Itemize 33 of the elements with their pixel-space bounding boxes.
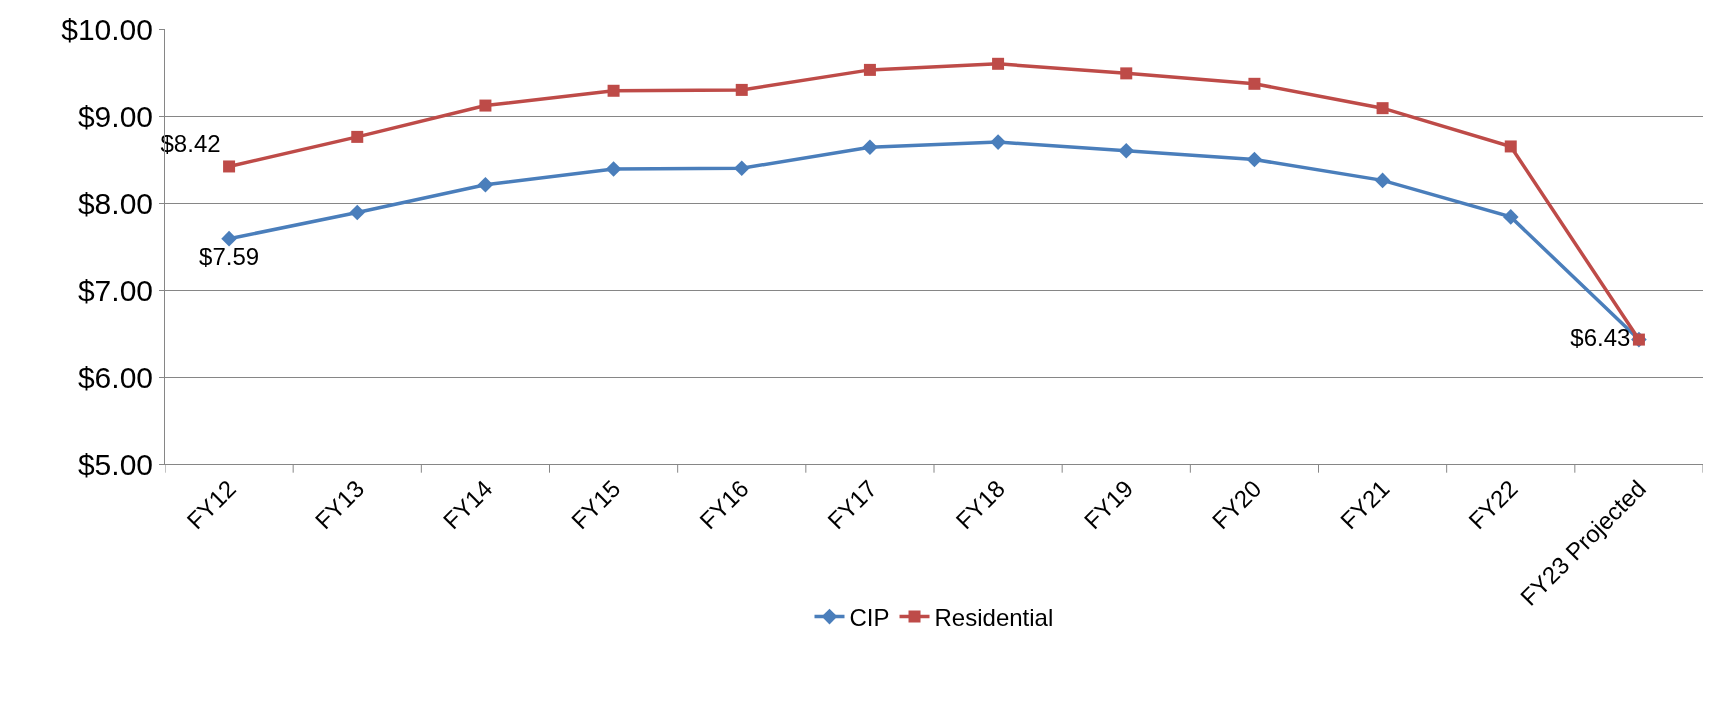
point [992, 57, 1005, 70]
y-tick-label: $5.00 [77, 447, 153, 481]
point [1504, 140, 1517, 153]
point [1502, 209, 1519, 225]
point [607, 84, 620, 97]
point [1120, 67, 1133, 80]
legend-label: CIP [849, 603, 890, 631]
point [862, 139, 878, 156]
point [1118, 143, 1135, 159]
point [1248, 77, 1261, 90]
point [863, 63, 876, 76]
y-tick-label: $9.00 [77, 99, 153, 133]
point [351, 130, 364, 143]
point [349, 204, 366, 221]
data-label: $7.59 [199, 243, 260, 271]
y-tick-label: $6.00 [77, 360, 153, 394]
y-tick-label: $7.00 [77, 273, 153, 307]
point [477, 176, 494, 193]
point [223, 160, 236, 173]
point [1246, 151, 1263, 168]
point [733, 160, 750, 176]
point [1376, 102, 1389, 115]
y-tick-label: $8.00 [77, 186, 153, 220]
data-label: $6.43 [1570, 323, 1631, 351]
point [605, 161, 622, 177]
point [1374, 172, 1391, 189]
point [990, 134, 1006, 150]
point [735, 83, 748, 96]
point [479, 99, 492, 112]
legend-label: Residential [934, 603, 1054, 631]
point [221, 230, 237, 247]
y-tick-label: $10.00 [61, 12, 153, 46]
data-label: $8.42 [160, 129, 221, 157]
